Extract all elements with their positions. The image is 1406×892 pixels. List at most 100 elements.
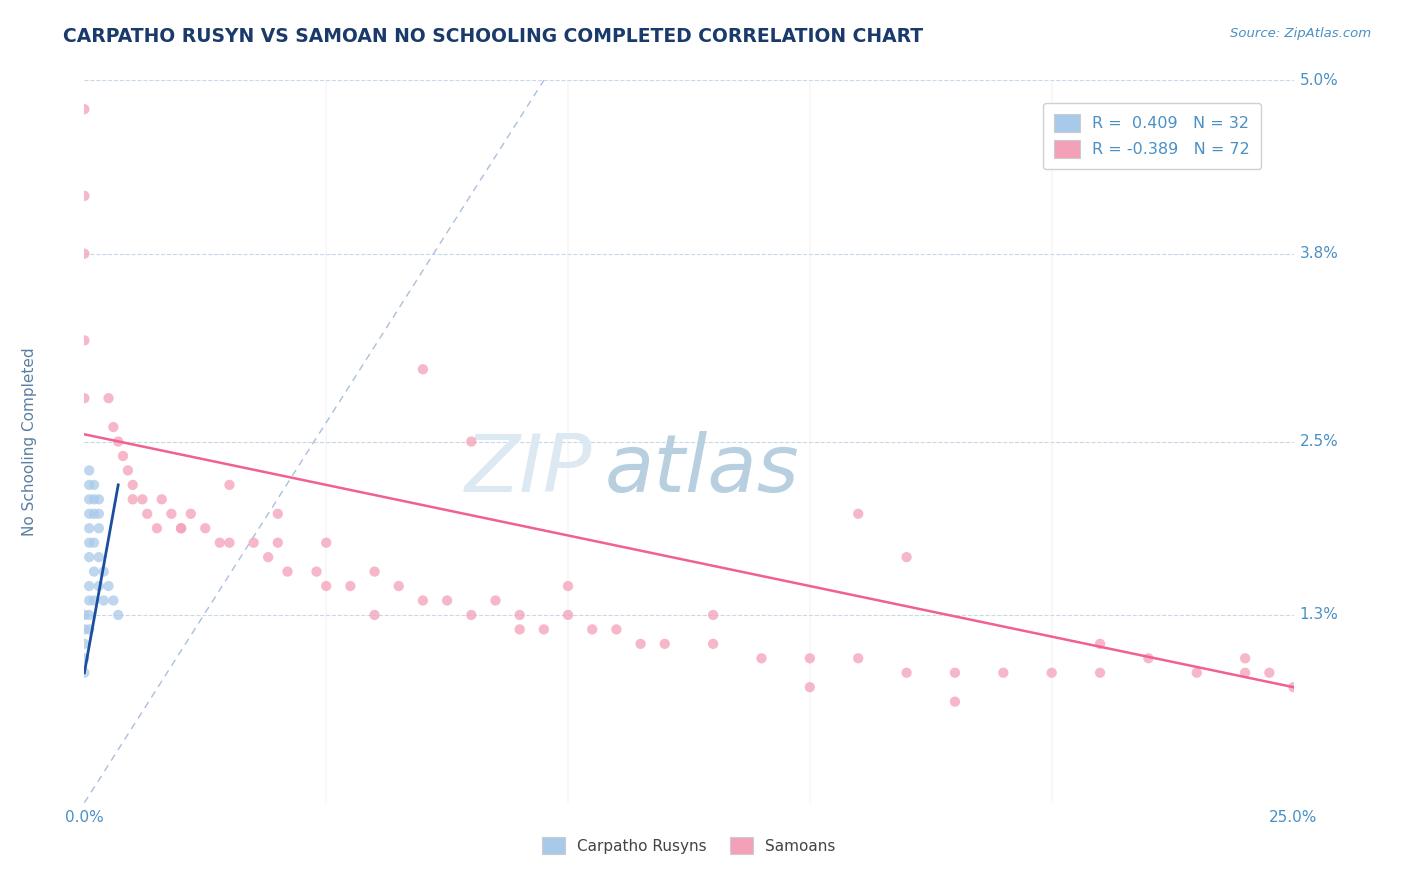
Point xyxy=(363,607,385,622)
Point xyxy=(117,463,139,477)
Point xyxy=(121,478,143,492)
Point xyxy=(136,507,159,521)
Point xyxy=(97,391,120,405)
Point xyxy=(93,593,115,607)
Point xyxy=(103,420,125,434)
Point xyxy=(87,507,110,521)
Point xyxy=(121,492,143,507)
Point xyxy=(630,637,652,651)
Point xyxy=(150,492,173,507)
Point xyxy=(846,651,869,665)
Point xyxy=(605,623,627,637)
Point xyxy=(581,623,603,637)
Point xyxy=(315,579,337,593)
Point xyxy=(305,565,328,579)
Point xyxy=(107,434,129,449)
Point xyxy=(557,607,579,622)
Point xyxy=(460,434,482,449)
Point xyxy=(751,651,773,665)
Point xyxy=(1088,637,1111,651)
Point xyxy=(388,579,411,593)
Point xyxy=(73,607,96,622)
Point xyxy=(1234,651,1257,665)
Point xyxy=(77,521,100,535)
Point xyxy=(846,507,869,521)
Point xyxy=(73,651,96,665)
Point xyxy=(484,593,506,607)
Point xyxy=(1258,665,1281,680)
Text: No Schooling Completed: No Schooling Completed xyxy=(22,347,38,536)
Point xyxy=(218,478,240,492)
Point xyxy=(77,507,100,521)
Text: 1.3%: 1.3% xyxy=(1299,607,1339,623)
Point xyxy=(557,579,579,593)
Point xyxy=(107,607,129,622)
Point xyxy=(509,607,531,622)
Text: 3.8%: 3.8% xyxy=(1299,246,1339,261)
Point xyxy=(73,637,96,651)
Point xyxy=(103,593,125,607)
Point xyxy=(218,535,240,549)
Point xyxy=(180,507,202,521)
Point xyxy=(412,593,434,607)
Point xyxy=(77,593,100,607)
Point xyxy=(1282,680,1305,694)
Point xyxy=(73,665,96,680)
Point xyxy=(87,550,110,565)
Point xyxy=(77,623,100,637)
Point xyxy=(267,535,290,549)
Point xyxy=(363,565,385,579)
Point xyxy=(77,463,100,477)
Point xyxy=(267,507,290,521)
Point xyxy=(87,579,110,593)
Point xyxy=(339,579,361,593)
Point xyxy=(533,623,555,637)
Point xyxy=(73,189,96,203)
Text: Source: ZipAtlas.com: Source: ZipAtlas.com xyxy=(1230,27,1371,40)
Point xyxy=(83,565,105,579)
Point xyxy=(509,623,531,637)
Point xyxy=(97,579,120,593)
Point xyxy=(83,593,105,607)
Point xyxy=(87,492,110,507)
Point xyxy=(83,492,105,507)
Point xyxy=(73,391,96,405)
Point xyxy=(896,550,918,565)
Point xyxy=(242,535,264,549)
Point xyxy=(412,362,434,376)
Point xyxy=(1185,665,1208,680)
Point xyxy=(276,565,298,579)
Point xyxy=(160,507,183,521)
Point xyxy=(799,680,821,694)
Point xyxy=(896,665,918,680)
Text: CARPATHO RUSYN VS SAMOAN NO SCHOOLING COMPLETED CORRELATION CHART: CARPATHO RUSYN VS SAMOAN NO SCHOOLING CO… xyxy=(63,27,924,45)
Point xyxy=(194,521,217,535)
Point xyxy=(77,492,100,507)
Point xyxy=(131,492,153,507)
Point xyxy=(87,521,110,535)
Point xyxy=(83,478,105,492)
Point xyxy=(315,535,337,549)
Text: ZIP: ZIP xyxy=(465,432,592,509)
Point xyxy=(436,593,458,607)
Point xyxy=(83,535,105,549)
Point xyxy=(73,623,96,637)
Point xyxy=(112,449,135,463)
Point xyxy=(1088,665,1111,680)
Point xyxy=(943,665,966,680)
Point xyxy=(1137,651,1160,665)
Point xyxy=(654,637,676,651)
Point xyxy=(1234,665,1257,680)
Point xyxy=(93,565,115,579)
Point xyxy=(77,607,100,622)
Point xyxy=(73,246,96,260)
Point xyxy=(1040,665,1063,680)
Point xyxy=(702,637,724,651)
Point xyxy=(73,102,96,116)
Point xyxy=(799,651,821,665)
Point xyxy=(77,478,100,492)
Point xyxy=(73,334,96,348)
Point xyxy=(993,665,1015,680)
Point xyxy=(77,550,100,565)
Point xyxy=(257,550,280,565)
